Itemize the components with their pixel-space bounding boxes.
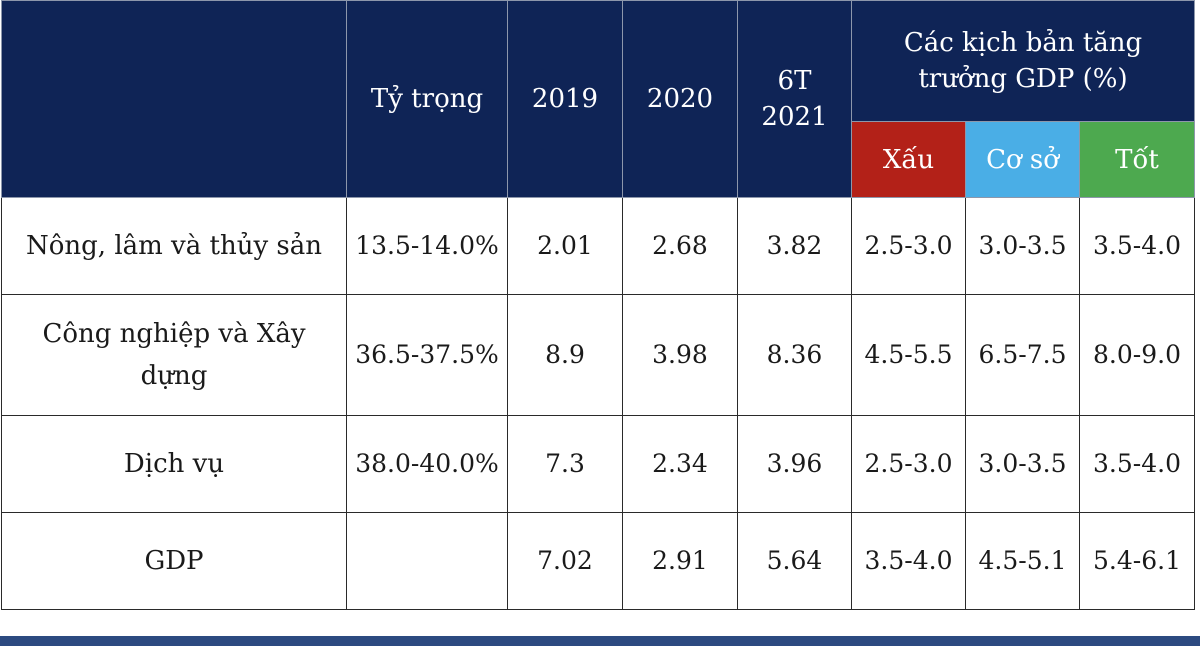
row-scenario-bad: 3.5-4.0 (852, 513, 966, 610)
row-scenario-base: 3.0-3.5 (966, 198, 1080, 295)
table-row: Công nghiệp và Xây dựng 36.5-37.5% 8.9 3… (2, 295, 1195, 416)
footer-bar (0, 636, 1200, 646)
row-scenario-base: 3.0-3.5 (966, 416, 1080, 513)
row-scenario-bad: 4.5-5.5 (852, 295, 966, 416)
row-value-6t-2021: 3.82 (738, 198, 852, 295)
row-scenario-good: 3.5-4.0 (1080, 198, 1195, 295)
row-value-2020: 2.91 (623, 513, 738, 610)
header-scenario-base: Cơ sở (966, 122, 1080, 198)
row-value-6t-2021: 8.36 (738, 295, 852, 416)
row-share: 38.0-40.0% (347, 416, 508, 513)
header-scenario-good: Tốt (1080, 122, 1195, 198)
row-value-2019: 7.02 (508, 513, 623, 610)
row-scenario-bad: 2.5-3.0 (852, 198, 966, 295)
row-share: 13.5-14.0% (347, 198, 508, 295)
table-row: Nông, lâm và thủy sản 13.5-14.0% 2.01 2.… (2, 198, 1195, 295)
row-scenario-base: 6.5-7.5 (966, 295, 1080, 416)
row-value-2020: 3.98 (623, 295, 738, 416)
header-6t-2021: 6T 2021 (738, 1, 852, 198)
gdp-scenario-table: Tỷ trọng 2019 2020 6T 2021 Các kịch bản … (1, 0, 1195, 610)
row-scenario-good: 5.4-6.1 (1080, 513, 1195, 610)
row-value-6t-2021: 3.96 (738, 416, 852, 513)
header-share: Tỷ trọng (347, 1, 508, 198)
row-scenario-base: 4.5-5.1 (966, 513, 1080, 610)
header-corner (2, 1, 347, 198)
row-share: 36.5-37.5% (347, 295, 508, 416)
row-value-2019: 2.01 (508, 198, 623, 295)
header-scenario-bad: Xấu (852, 122, 966, 198)
row-value-2019: 7.3 (508, 416, 623, 513)
row-category: GDP (2, 513, 347, 610)
header-year-2019: 2019 (508, 1, 623, 198)
row-category: Công nghiệp và Xây dựng (2, 295, 347, 416)
row-value-6t-2021: 5.64 (738, 513, 852, 610)
row-scenario-good: 3.5-4.0 (1080, 416, 1195, 513)
table-row: GDP 7.02 2.91 5.64 3.5-4.0 4.5-5.1 5.4-6… (2, 513, 1195, 610)
row-scenario-bad: 2.5-3.0 (852, 416, 966, 513)
row-value-2019: 8.9 (508, 295, 623, 416)
row-share (347, 513, 508, 610)
header-year-2020: 2020 (623, 1, 738, 198)
row-scenario-good: 8.0-9.0 (1080, 295, 1195, 416)
header-scenario-group: Các kịch bản tăng trưởng GDP (%) (852, 1, 1195, 122)
row-value-2020: 2.34 (623, 416, 738, 513)
table-row: Dịch vụ 38.0-40.0% 7.3 2.34 3.96 2.5-3.0… (2, 416, 1195, 513)
row-category: Nông, lâm và thủy sản (2, 198, 347, 295)
row-value-2020: 2.68 (623, 198, 738, 295)
row-category: Dịch vụ (2, 416, 347, 513)
